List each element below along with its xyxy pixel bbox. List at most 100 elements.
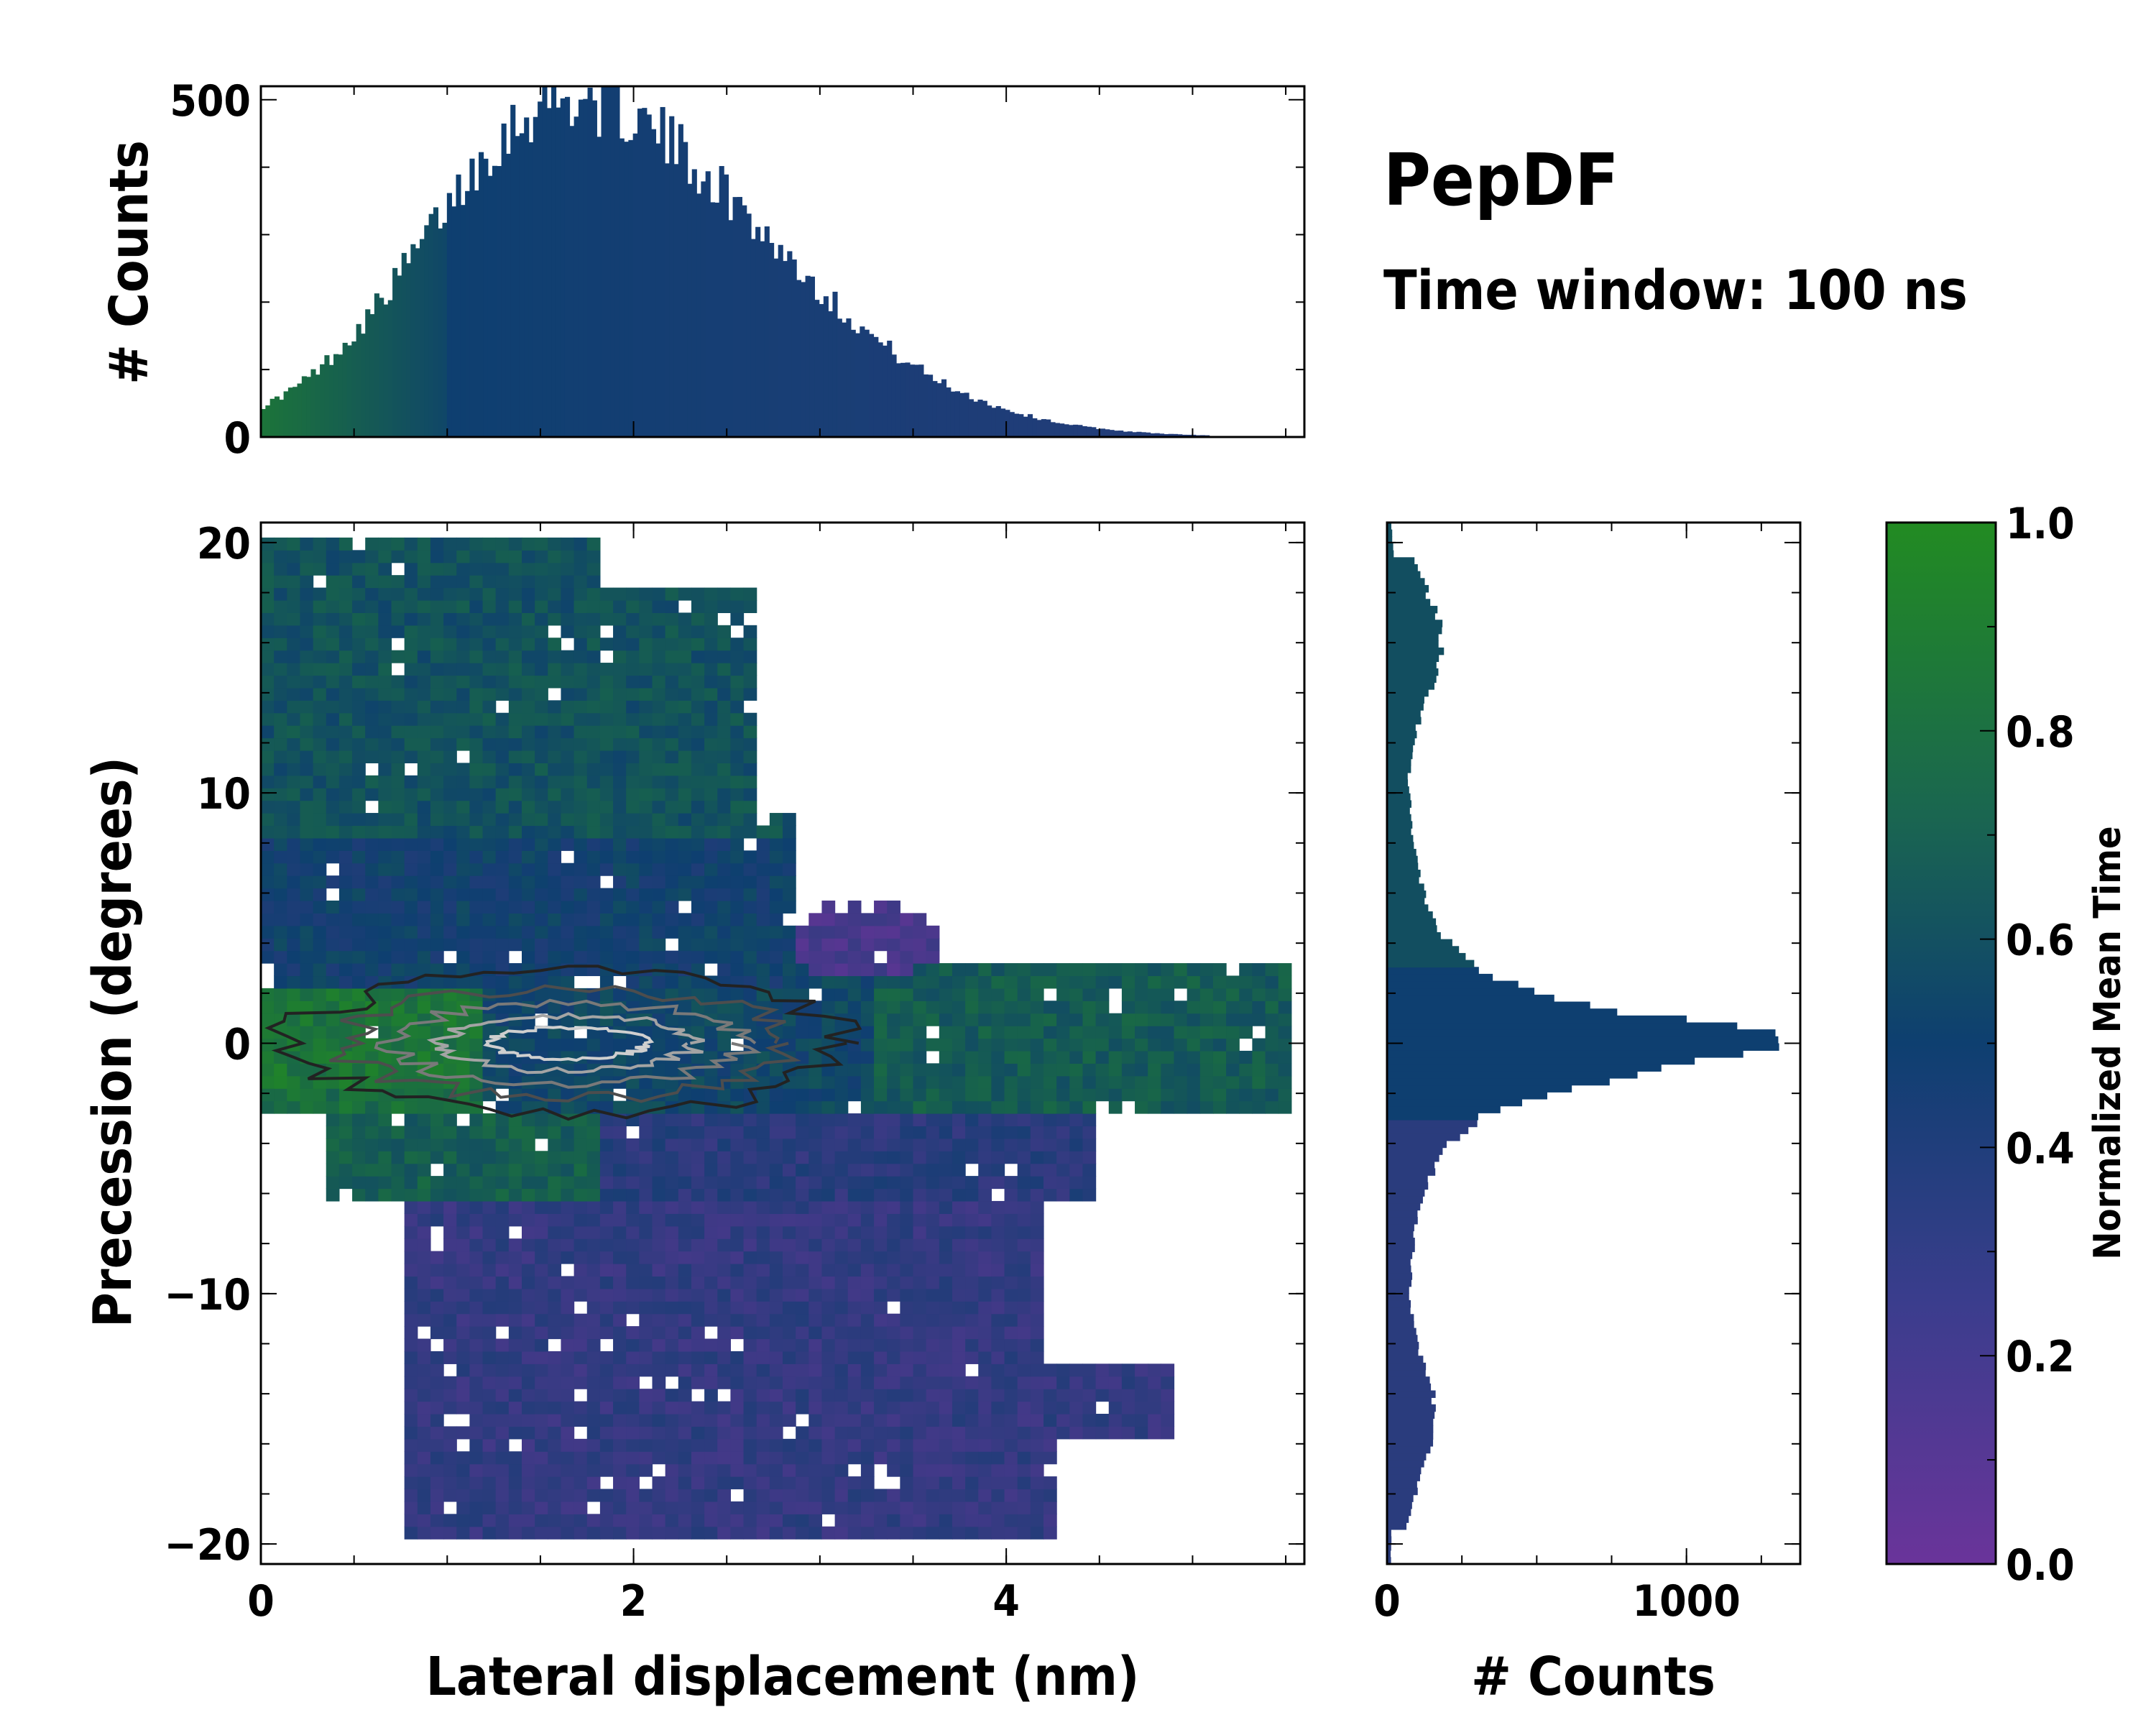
heatmap-cell xyxy=(417,1351,431,1364)
heatmap-cell xyxy=(834,1426,849,1440)
heatmap-cell xyxy=(639,1200,653,1214)
heatmap-cell xyxy=(730,750,745,763)
heatmap-cell xyxy=(796,1176,809,1190)
heatmap-cell xyxy=(561,913,575,926)
heatmap-cell xyxy=(965,988,979,1001)
heatmap-cell xyxy=(743,1126,757,1139)
heatmap-cell xyxy=(652,925,666,939)
heatmap-cell xyxy=(847,1075,862,1089)
heatmap-cell xyxy=(783,1288,796,1302)
heatmap-cell xyxy=(482,562,497,576)
heatmap-cell xyxy=(352,938,366,952)
heatmap-cell xyxy=(730,1451,745,1465)
heatmap-cell xyxy=(639,1351,653,1364)
heatmap-cell xyxy=(926,1288,940,1302)
heatmap-cell xyxy=(338,925,353,939)
heatmap-cell xyxy=(626,775,640,788)
heatmap-cell xyxy=(730,1414,745,1427)
heatmap-cell xyxy=(678,1151,692,1164)
heatmap-cell xyxy=(535,763,548,776)
heatmap-cell xyxy=(287,599,301,613)
heatmap-cell xyxy=(573,763,588,776)
heatmap-cell xyxy=(704,1213,718,1227)
heatmap-cell xyxy=(926,1313,940,1327)
heatmap-cell xyxy=(599,1401,614,1414)
heatmap-cell xyxy=(522,1351,535,1364)
heatmap-cell xyxy=(769,1301,783,1315)
heatmap-cell xyxy=(1017,1476,1031,1490)
heatmap-cell xyxy=(508,1301,522,1315)
top-histogram-bar xyxy=(832,291,838,437)
heatmap-cell xyxy=(613,825,627,839)
heatmap-cell xyxy=(313,675,327,689)
heatmap-cell xyxy=(261,625,275,638)
heatmap-cell xyxy=(338,1176,353,1190)
heatmap-cell xyxy=(261,638,275,651)
heatmap-cell xyxy=(1187,1050,1201,1064)
heatmap-cell xyxy=(874,1251,888,1264)
heatmap-cell xyxy=(548,750,562,763)
heatmap-cell xyxy=(599,862,614,876)
heatmap-cell xyxy=(261,663,275,676)
top-histogram-bar xyxy=(406,263,412,437)
heatmap-cell xyxy=(730,1075,745,1089)
heatmap-cell xyxy=(665,1264,679,1277)
heatmap-cell xyxy=(952,963,966,977)
heatmap-cell xyxy=(1044,1088,1057,1102)
heatmap-cell xyxy=(821,1200,836,1214)
heatmap-cell xyxy=(1108,963,1123,977)
heatmap-cell xyxy=(573,625,588,638)
heatmap-cell xyxy=(860,1288,875,1302)
heatmap-cell xyxy=(1239,1100,1253,1114)
heatmap-cell xyxy=(665,1514,679,1527)
heatmap-cell xyxy=(1199,1088,1214,1102)
top-histogram-bar xyxy=(728,220,734,437)
heatmap-cell xyxy=(717,1351,731,1364)
heatmap-cell xyxy=(404,650,418,663)
heatmap-cell xyxy=(313,638,327,651)
heatmap-cell xyxy=(626,862,640,876)
heatmap-cell xyxy=(652,938,666,952)
heatmap-cell xyxy=(586,687,601,701)
top-histogram-bar xyxy=(556,107,561,437)
heatmap-cell xyxy=(939,1376,953,1389)
heatmap-cell xyxy=(847,1438,862,1452)
heatmap-cell xyxy=(586,1476,601,1490)
heatmap-cell xyxy=(443,1351,457,1364)
heatmap-cell xyxy=(456,650,470,663)
heatmap-cell xyxy=(926,1088,940,1102)
heatmap-cell xyxy=(704,700,718,714)
heatmap-cell xyxy=(821,1376,836,1389)
heatmap-cell xyxy=(456,550,470,564)
heatmap-cell xyxy=(691,763,705,776)
heatmap-cell xyxy=(313,687,327,701)
heatmap-cell xyxy=(430,1126,444,1139)
heatmap-cell xyxy=(417,825,431,839)
heatmap-cell xyxy=(965,975,979,989)
heatmap-cell xyxy=(639,1188,653,1202)
heatmap-cell xyxy=(352,963,366,977)
heatmap-cell xyxy=(313,913,327,926)
heatmap-cell xyxy=(821,1100,836,1114)
heatmap-cell xyxy=(665,1401,679,1414)
heatmap-cell xyxy=(508,1200,522,1214)
heatmap-cell xyxy=(847,1225,862,1239)
heatmap-cell xyxy=(926,1113,940,1127)
heatmap-cell xyxy=(1004,1075,1018,1089)
heatmap-cell xyxy=(691,1351,705,1364)
heatmap-cell xyxy=(482,712,497,726)
heatmap-cell xyxy=(391,1075,405,1089)
heatmap-cell xyxy=(991,988,1005,1001)
heatmap-cell xyxy=(808,1463,823,1477)
heatmap-cell xyxy=(365,837,379,851)
side-histogram-bar xyxy=(1387,946,1460,954)
top-histogram-bar xyxy=(528,142,534,437)
heatmap-cell xyxy=(626,1151,640,1164)
heatmap-cell xyxy=(443,1200,457,1214)
heatmap-cell xyxy=(639,788,653,801)
heatmap-cell xyxy=(430,550,444,564)
heatmap-cell xyxy=(404,938,418,952)
heatmap-cell xyxy=(599,1514,614,1527)
heatmap-cell xyxy=(404,913,418,926)
heatmap-cell xyxy=(743,1013,757,1026)
